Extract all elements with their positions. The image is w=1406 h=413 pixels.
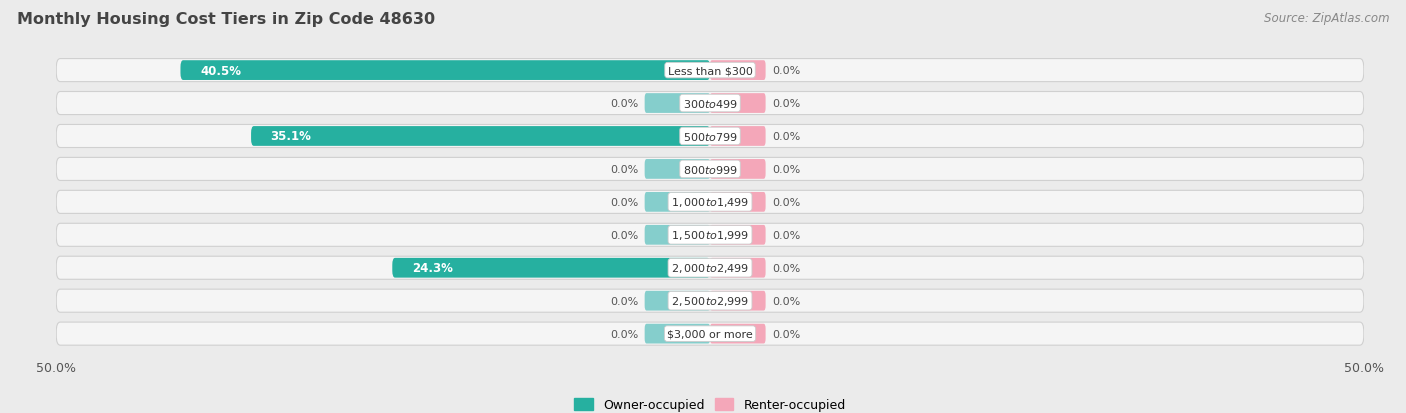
Text: 0.0%: 0.0%: [772, 66, 800, 76]
Text: $3,000 or more: $3,000 or more: [668, 329, 752, 339]
FancyBboxPatch shape: [710, 258, 766, 278]
FancyBboxPatch shape: [644, 94, 710, 114]
FancyBboxPatch shape: [710, 291, 766, 311]
FancyBboxPatch shape: [56, 224, 1364, 247]
FancyBboxPatch shape: [180, 61, 710, 81]
FancyBboxPatch shape: [710, 160, 766, 179]
Text: 0.0%: 0.0%: [610, 197, 638, 207]
Text: 0.0%: 0.0%: [772, 132, 800, 142]
Text: 40.5%: 40.5%: [200, 64, 240, 77]
Text: 0.0%: 0.0%: [610, 329, 638, 339]
FancyBboxPatch shape: [56, 256, 1364, 280]
Text: Monthly Housing Cost Tiers in Zip Code 48630: Monthly Housing Cost Tiers in Zip Code 4…: [17, 12, 434, 27]
FancyBboxPatch shape: [644, 324, 710, 344]
FancyBboxPatch shape: [710, 192, 766, 212]
FancyBboxPatch shape: [56, 158, 1364, 181]
Text: Source: ZipAtlas.com: Source: ZipAtlas.com: [1264, 12, 1389, 25]
FancyBboxPatch shape: [56, 191, 1364, 214]
FancyBboxPatch shape: [710, 324, 766, 344]
FancyBboxPatch shape: [644, 225, 710, 245]
Text: $500 to $799: $500 to $799: [682, 131, 738, 142]
Text: $300 to $499: $300 to $499: [682, 98, 738, 110]
FancyBboxPatch shape: [56, 92, 1364, 115]
FancyBboxPatch shape: [710, 94, 766, 114]
Text: $800 to $999: $800 to $999: [682, 164, 738, 176]
Text: $1,000 to $1,499: $1,000 to $1,499: [671, 196, 749, 209]
FancyBboxPatch shape: [644, 160, 710, 179]
FancyBboxPatch shape: [710, 127, 766, 147]
Text: 0.0%: 0.0%: [610, 164, 638, 175]
Text: 35.1%: 35.1%: [271, 130, 312, 143]
Text: 0.0%: 0.0%: [610, 99, 638, 109]
FancyBboxPatch shape: [644, 291, 710, 311]
FancyBboxPatch shape: [56, 322, 1364, 345]
FancyBboxPatch shape: [392, 258, 710, 278]
Text: $1,500 to $1,999: $1,500 to $1,999: [671, 229, 749, 242]
Text: 24.3%: 24.3%: [412, 261, 453, 275]
Text: 0.0%: 0.0%: [772, 164, 800, 175]
Text: $2,500 to $2,999: $2,500 to $2,999: [671, 294, 749, 307]
Text: 0.0%: 0.0%: [772, 329, 800, 339]
FancyBboxPatch shape: [252, 127, 710, 147]
Text: 0.0%: 0.0%: [772, 230, 800, 240]
FancyBboxPatch shape: [56, 290, 1364, 313]
FancyBboxPatch shape: [644, 192, 710, 212]
Text: Less than $300: Less than $300: [668, 66, 752, 76]
FancyBboxPatch shape: [56, 59, 1364, 83]
FancyBboxPatch shape: [710, 225, 766, 245]
FancyBboxPatch shape: [56, 125, 1364, 148]
Text: 0.0%: 0.0%: [772, 197, 800, 207]
Text: 0.0%: 0.0%: [610, 230, 638, 240]
Text: 0.0%: 0.0%: [610, 296, 638, 306]
Legend: Owner-occupied, Renter-occupied: Owner-occupied, Renter-occupied: [569, 393, 851, 413]
Text: 0.0%: 0.0%: [772, 263, 800, 273]
Text: 0.0%: 0.0%: [772, 296, 800, 306]
Text: 0.0%: 0.0%: [772, 99, 800, 109]
FancyBboxPatch shape: [710, 61, 766, 81]
Text: $2,000 to $2,499: $2,000 to $2,499: [671, 261, 749, 275]
